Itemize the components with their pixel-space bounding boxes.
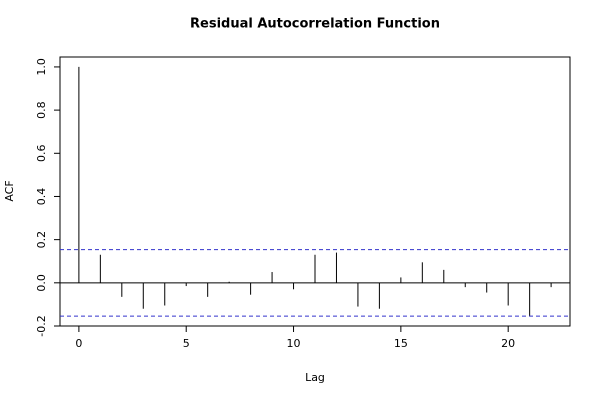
x-tick-label: 15 bbox=[394, 337, 408, 350]
x-tick-label: 20 bbox=[501, 337, 515, 350]
y-tick-label: 0.2 bbox=[35, 231, 48, 249]
plot-frame bbox=[59, 56, 571, 327]
x-axis-label: Lag bbox=[305, 371, 325, 384]
y-tick-label: 1.0 bbox=[35, 58, 48, 76]
x-tick-label: 5 bbox=[183, 337, 190, 350]
y-tick-label: 0.6 bbox=[35, 145, 48, 163]
y-tick-label: 0.8 bbox=[35, 101, 48, 119]
x-tick-label: 10 bbox=[287, 337, 301, 350]
y-tick-label: 0.4 bbox=[35, 188, 48, 206]
y-axis-label: ACF bbox=[3, 180, 16, 201]
x-tick-label: 0 bbox=[75, 337, 82, 350]
y-tick-label: -0.2 bbox=[35, 315, 48, 336]
y-tick-label: 0.0 bbox=[35, 274, 48, 292]
chart-title: Residual Autocorrelation Function bbox=[190, 17, 440, 32]
